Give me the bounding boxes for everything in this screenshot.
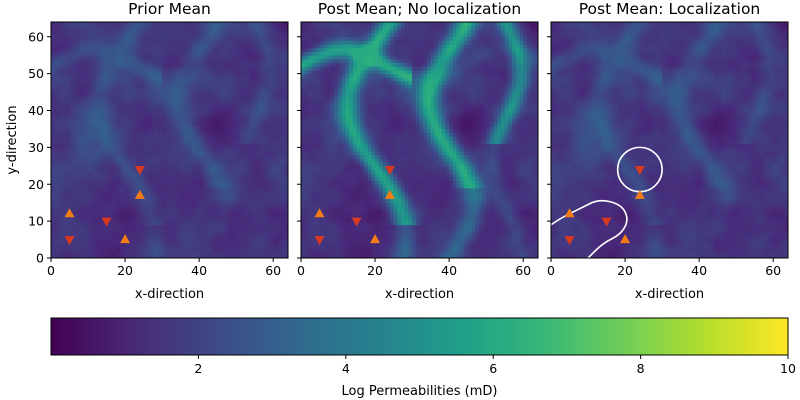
well-marker-down (314, 236, 325, 246)
colorbar-gradient (50, 317, 789, 356)
y-tick-label: 60 (28, 29, 44, 44)
axes-frame (50, 21, 289, 259)
axes-frame (550, 21, 789, 259)
localization-contour (551, 254, 552, 256)
colorbar-tick-label: 8 (637, 361, 645, 376)
well-marker-up (370, 234, 381, 244)
well-marker-up (134, 189, 145, 199)
panel-title: Post Mean: Localization (579, 0, 761, 18)
y-tick-label: 10 (28, 214, 44, 229)
well-marker-up (64, 208, 75, 218)
x-tick-label: 40 (691, 263, 707, 278)
well-marker-down (601, 217, 612, 227)
well-marker-up (314, 208, 325, 218)
well-marker-up (564, 208, 575, 218)
well-marker-up (634, 189, 645, 199)
overlay (551, 146, 663, 258)
well-marker-up (384, 189, 395, 199)
y-tick-label: 0 (36, 251, 44, 266)
well-marker-down (134, 166, 145, 175)
axes-frame (300, 21, 539, 259)
well-marker-down (351, 217, 362, 227)
x-ticks: 0 20 40 60 (297, 258, 531, 278)
colorbar-ticks: 2 4 6 8 10 (194, 355, 796, 376)
y-tick-label: 50 (28, 66, 44, 81)
well-marker-down (384, 166, 395, 175)
y-axis-label: y-direction (5, 105, 20, 174)
y-tick-label: 40 (28, 103, 44, 118)
well-marker-down (564, 236, 575, 246)
well-marker-up (620, 234, 631, 244)
well-marker-down (634, 166, 645, 175)
colorbar: 2 4 6 8 10 Log Permeabilities (mD) (50, 317, 796, 399)
x-tick-label: 20 (117, 263, 133, 278)
x-axis-label: x-direction (635, 287, 704, 302)
panel-post-mean-no-localization: Post Mean; No localization 0 20 40 60 x-dir… (297, 0, 539, 302)
overlay (314, 166, 395, 246)
x-tick-label: 60 (265, 263, 281, 278)
x-axis-label: x-direction (385, 287, 454, 302)
panel-title: Post Mean; No localization (318, 0, 522, 18)
colorbar-tick-label: 6 (489, 361, 497, 376)
y-tick-label: 20 (28, 177, 44, 192)
x-ticks: 0 20 40 60 (47, 258, 281, 278)
heatmap (551, 22, 788, 258)
well-marker-down (64, 236, 75, 246)
colorbar-label: Log Permeabilities (mD) (342, 384, 498, 399)
heatmap (51, 22, 288, 258)
localization-contour (551, 199, 628, 258)
x-tick-label: 60 (515, 263, 531, 278)
x-tick-label: 0 (47, 263, 55, 278)
well-marker-down (101, 217, 112, 227)
y-ticks: 0 10 20 30 40 50 60 (28, 29, 51, 266)
panel-title: Prior Mean (128, 0, 211, 18)
y-ticks (547, 36, 551, 259)
panel-post-mean-localization: Post Mean: Localization 0 20 40 60 x-direct… (547, 0, 789, 302)
y-ticks (297, 36, 301, 259)
x-tick-label: 40 (191, 263, 207, 278)
x-tick-label: 0 (547, 263, 555, 278)
heatmap (301, 22, 538, 258)
x-tick-label: 0 (297, 263, 305, 278)
x-ticks: 0 20 40 60 (547, 258, 781, 278)
x-tick-label: 40 (441, 263, 457, 278)
x-tick-label: 20 (617, 263, 633, 278)
overlay (64, 166, 145, 246)
x-tick-label: 20 (367, 263, 383, 278)
x-tick-label: 60 (765, 263, 781, 278)
colorbar-tick-label: 10 (780, 361, 796, 376)
panel-prior-mean: Prior Mean 0 20 40 60 0 10 20 30 40 50 60 x-direc… (5, 0, 289, 302)
colorbar-tick-label: 4 (342, 361, 350, 376)
well-marker-up (120, 234, 131, 244)
y-tick-label: 30 (28, 140, 44, 155)
colorbar-tick-label: 2 (194, 361, 202, 376)
x-axis-label: x-direction (135, 287, 204, 302)
